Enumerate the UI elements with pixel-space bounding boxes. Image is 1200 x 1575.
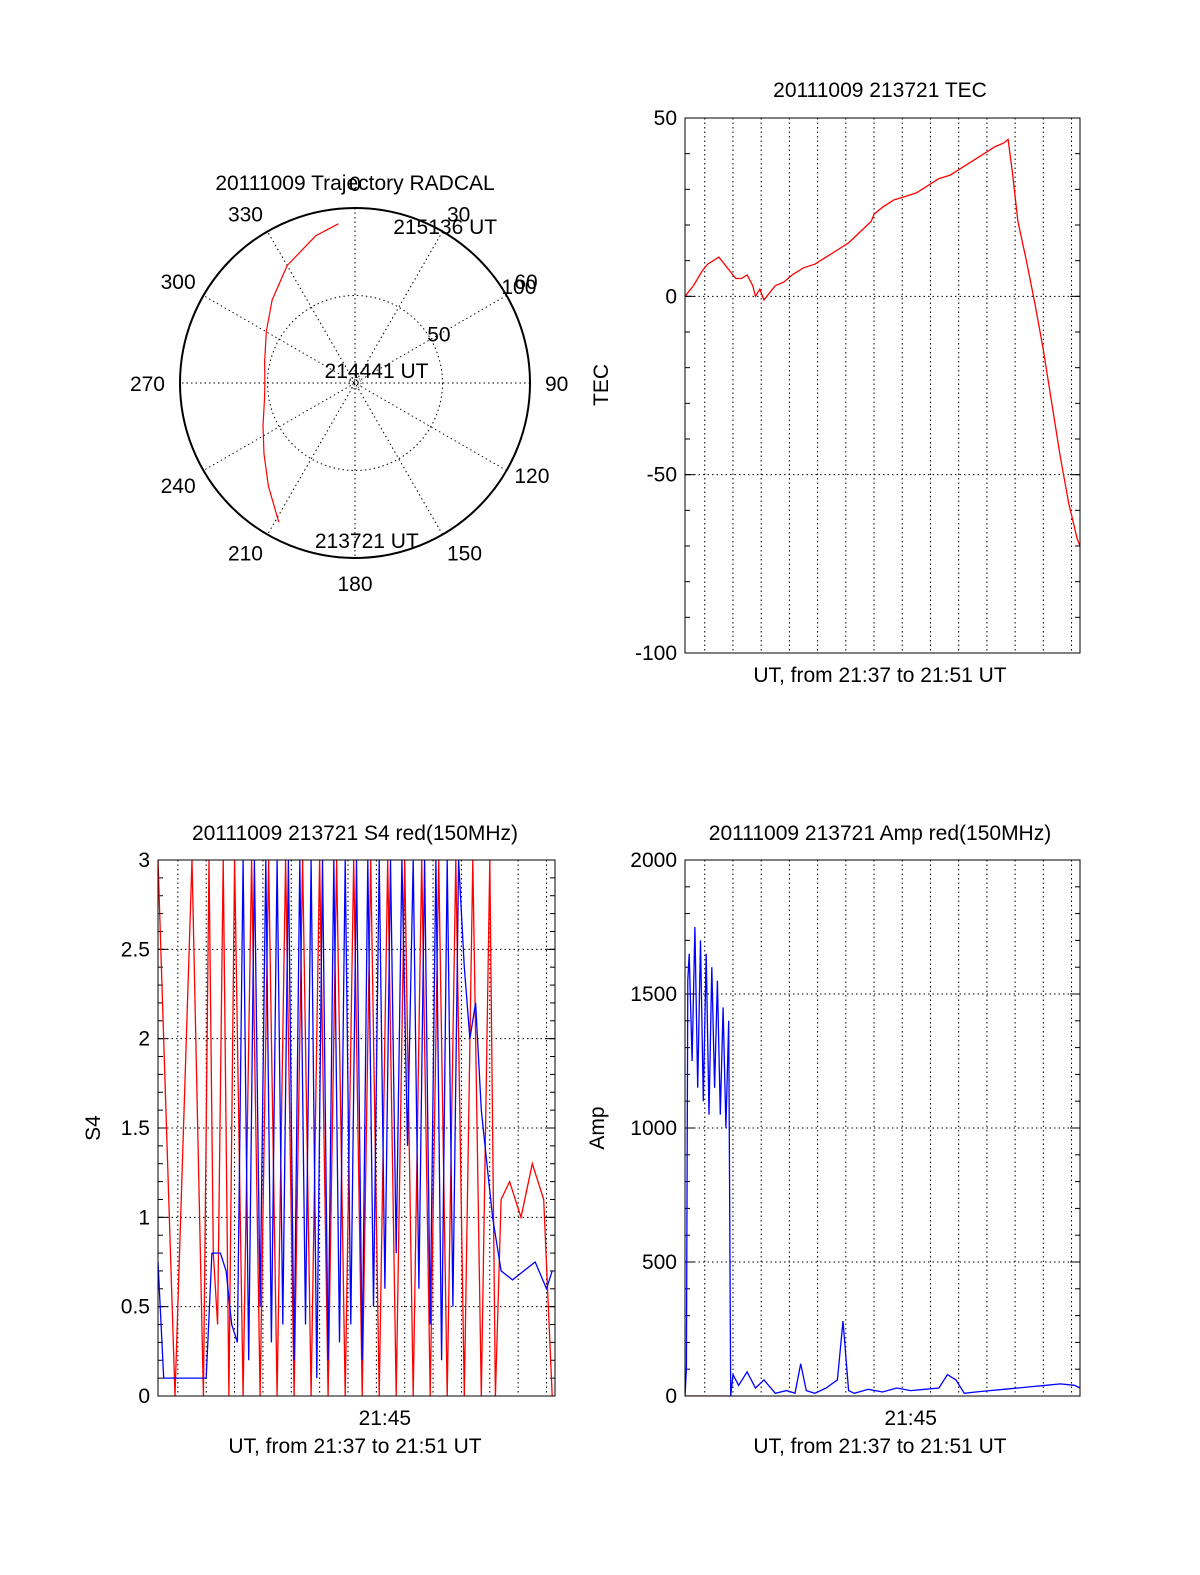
polar-azimuth-label: 240 — [161, 475, 196, 498]
polar-azimuth-label: 330 — [228, 204, 263, 227]
trajectory-series — [262, 223, 339, 523]
amp-series-blue — [685, 926, 1080, 1396]
amp-y-tick-label: 1000 — [630, 1117, 677, 1140]
s4-y-tick-label: 3 — [138, 849, 150, 872]
polar-azimuth-label: 60 — [514, 271, 537, 294]
s4-y-tick-label: 0.5 — [121, 1296, 150, 1319]
amp-x-tick-label: 21:45 — [884, 1407, 937, 1430]
tec-y-tick-label: -100 — [635, 642, 677, 665]
polar-azimuth-label: 120 — [514, 465, 549, 488]
polar-radius-labels: 50 100 — [427, 276, 536, 347]
trajectory-annotations: 215136 UT 214441 UT 213721 UT — [315, 216, 497, 553]
polar-radius-label: 100 — [501, 276, 536, 299]
polar-azimuth-label: 180 — [337, 573, 372, 596]
amp-y-tick-label: 2000 — [630, 849, 677, 872]
amp-y-tick-label: 0 — [665, 1385, 677, 1408]
s4-frame — [157, 859, 556, 1397]
amp-title: 20111009 213721 Amp red(150MHz) — [709, 822, 1051, 845]
s4-y-tick-label: 2.5 — [121, 938, 150, 961]
polar-ring-50 — [267, 295, 443, 471]
s4-y-tick-label: 2 — [138, 1028, 150, 1051]
trajectory-time-label: 214441 UT — [325, 360, 429, 383]
polar-azimuth-label: 270 — [130, 373, 165, 396]
trajectory-line — [262, 223, 339, 523]
s4-y-label: S4 — [82, 1115, 105, 1141]
amp-y-label: Amp — [586, 1106, 609, 1149]
s4-x-tick-label: 21:45 — [359, 1407, 412, 1430]
amp-plot-area: 0 500 1000 1500 2000 21:45 — [630, 849, 1081, 1430]
s4-plot-area: 0 0.5 1 1.5 2 2.5 3 21:45 — [121, 849, 556, 1430]
polar-grid — [179, 207, 531, 559]
amp-panel: 20111009 213721 Amp red(150MHz) 0 500 1000… — [586, 822, 1081, 1458]
s4-x-label: UT, from 21:37 to 21:51 UT — [228, 1435, 481, 1458]
polar-azimuth-labels: 0 30 60 90 120 150 180 210 240 270 300 330 — [130, 173, 568, 596]
s4-y-tick-label: 0 — [138, 1385, 150, 1408]
trajectory-time-label: 215136 UT — [393, 216, 497, 239]
trajectory-panel: 20111009 Trajectory RADCAL 0 30 60 90 120 150… — [130, 172, 568, 596]
tec-plot-area: -100 -50 0 50 — [635, 107, 1081, 665]
polar-azimuth-label: 0 — [349, 173, 361, 196]
polar-azimuth-label: 30 — [447, 204, 470, 227]
tec-y-tick-label: 50 — [654, 107, 677, 130]
tec-y-tick-label: -50 — [647, 464, 677, 487]
s4-series-red — [158, 860, 553, 1396]
amp-y-tick-label: 1500 — [630, 983, 677, 1006]
polar-radius-label: 50 — [427, 323, 450, 346]
tec-title: 20111009 213721 TEC — [773, 79, 987, 102]
s4-series-blue — [158, 860, 553, 1379]
tec-panel: 20111009 213721 TEC -100 -50 0 50 UT, from … — [590, 79, 1081, 687]
s4-panel: 20111009 213721 S4 red(150MHz) 0 0.5 1 1.5 2… — [82, 822, 556, 1458]
trajectory-title: 20111009 Trajectory RADCAL — [215, 172, 494, 195]
polar-azimuth-label: 150 — [447, 542, 482, 565]
polar-azimuth-label: 90 — [545, 373, 568, 396]
polar-azimuth-label: 210 — [228, 542, 263, 565]
amp-x-label: UT, from 21:37 to 21:51 UT — [753, 1435, 1006, 1458]
polar-azimuth-label: 300 — [161, 271, 196, 294]
trajectory-time-label: 213721 UT — [315, 530, 419, 553]
s4-y-tick-label: 1 — [138, 1206, 150, 1229]
s4-title: 20111009 213721 S4 red(150MHz) — [192, 822, 518, 845]
tec-y-label: TEC — [590, 364, 613, 406]
tec-frame — [684, 117, 1081, 654]
tec-series-red — [685, 138, 1080, 547]
amp-frame — [684, 859, 1081, 1397]
amp-y-tick-label: 500 — [642, 1251, 677, 1274]
s4-y-tick-label: 1.5 — [121, 1117, 150, 1140]
tec-x-label: UT, from 21:37 to 21:51 UT — [753, 664, 1006, 687]
tec-y-tick-label: 0 — [665, 285, 677, 308]
